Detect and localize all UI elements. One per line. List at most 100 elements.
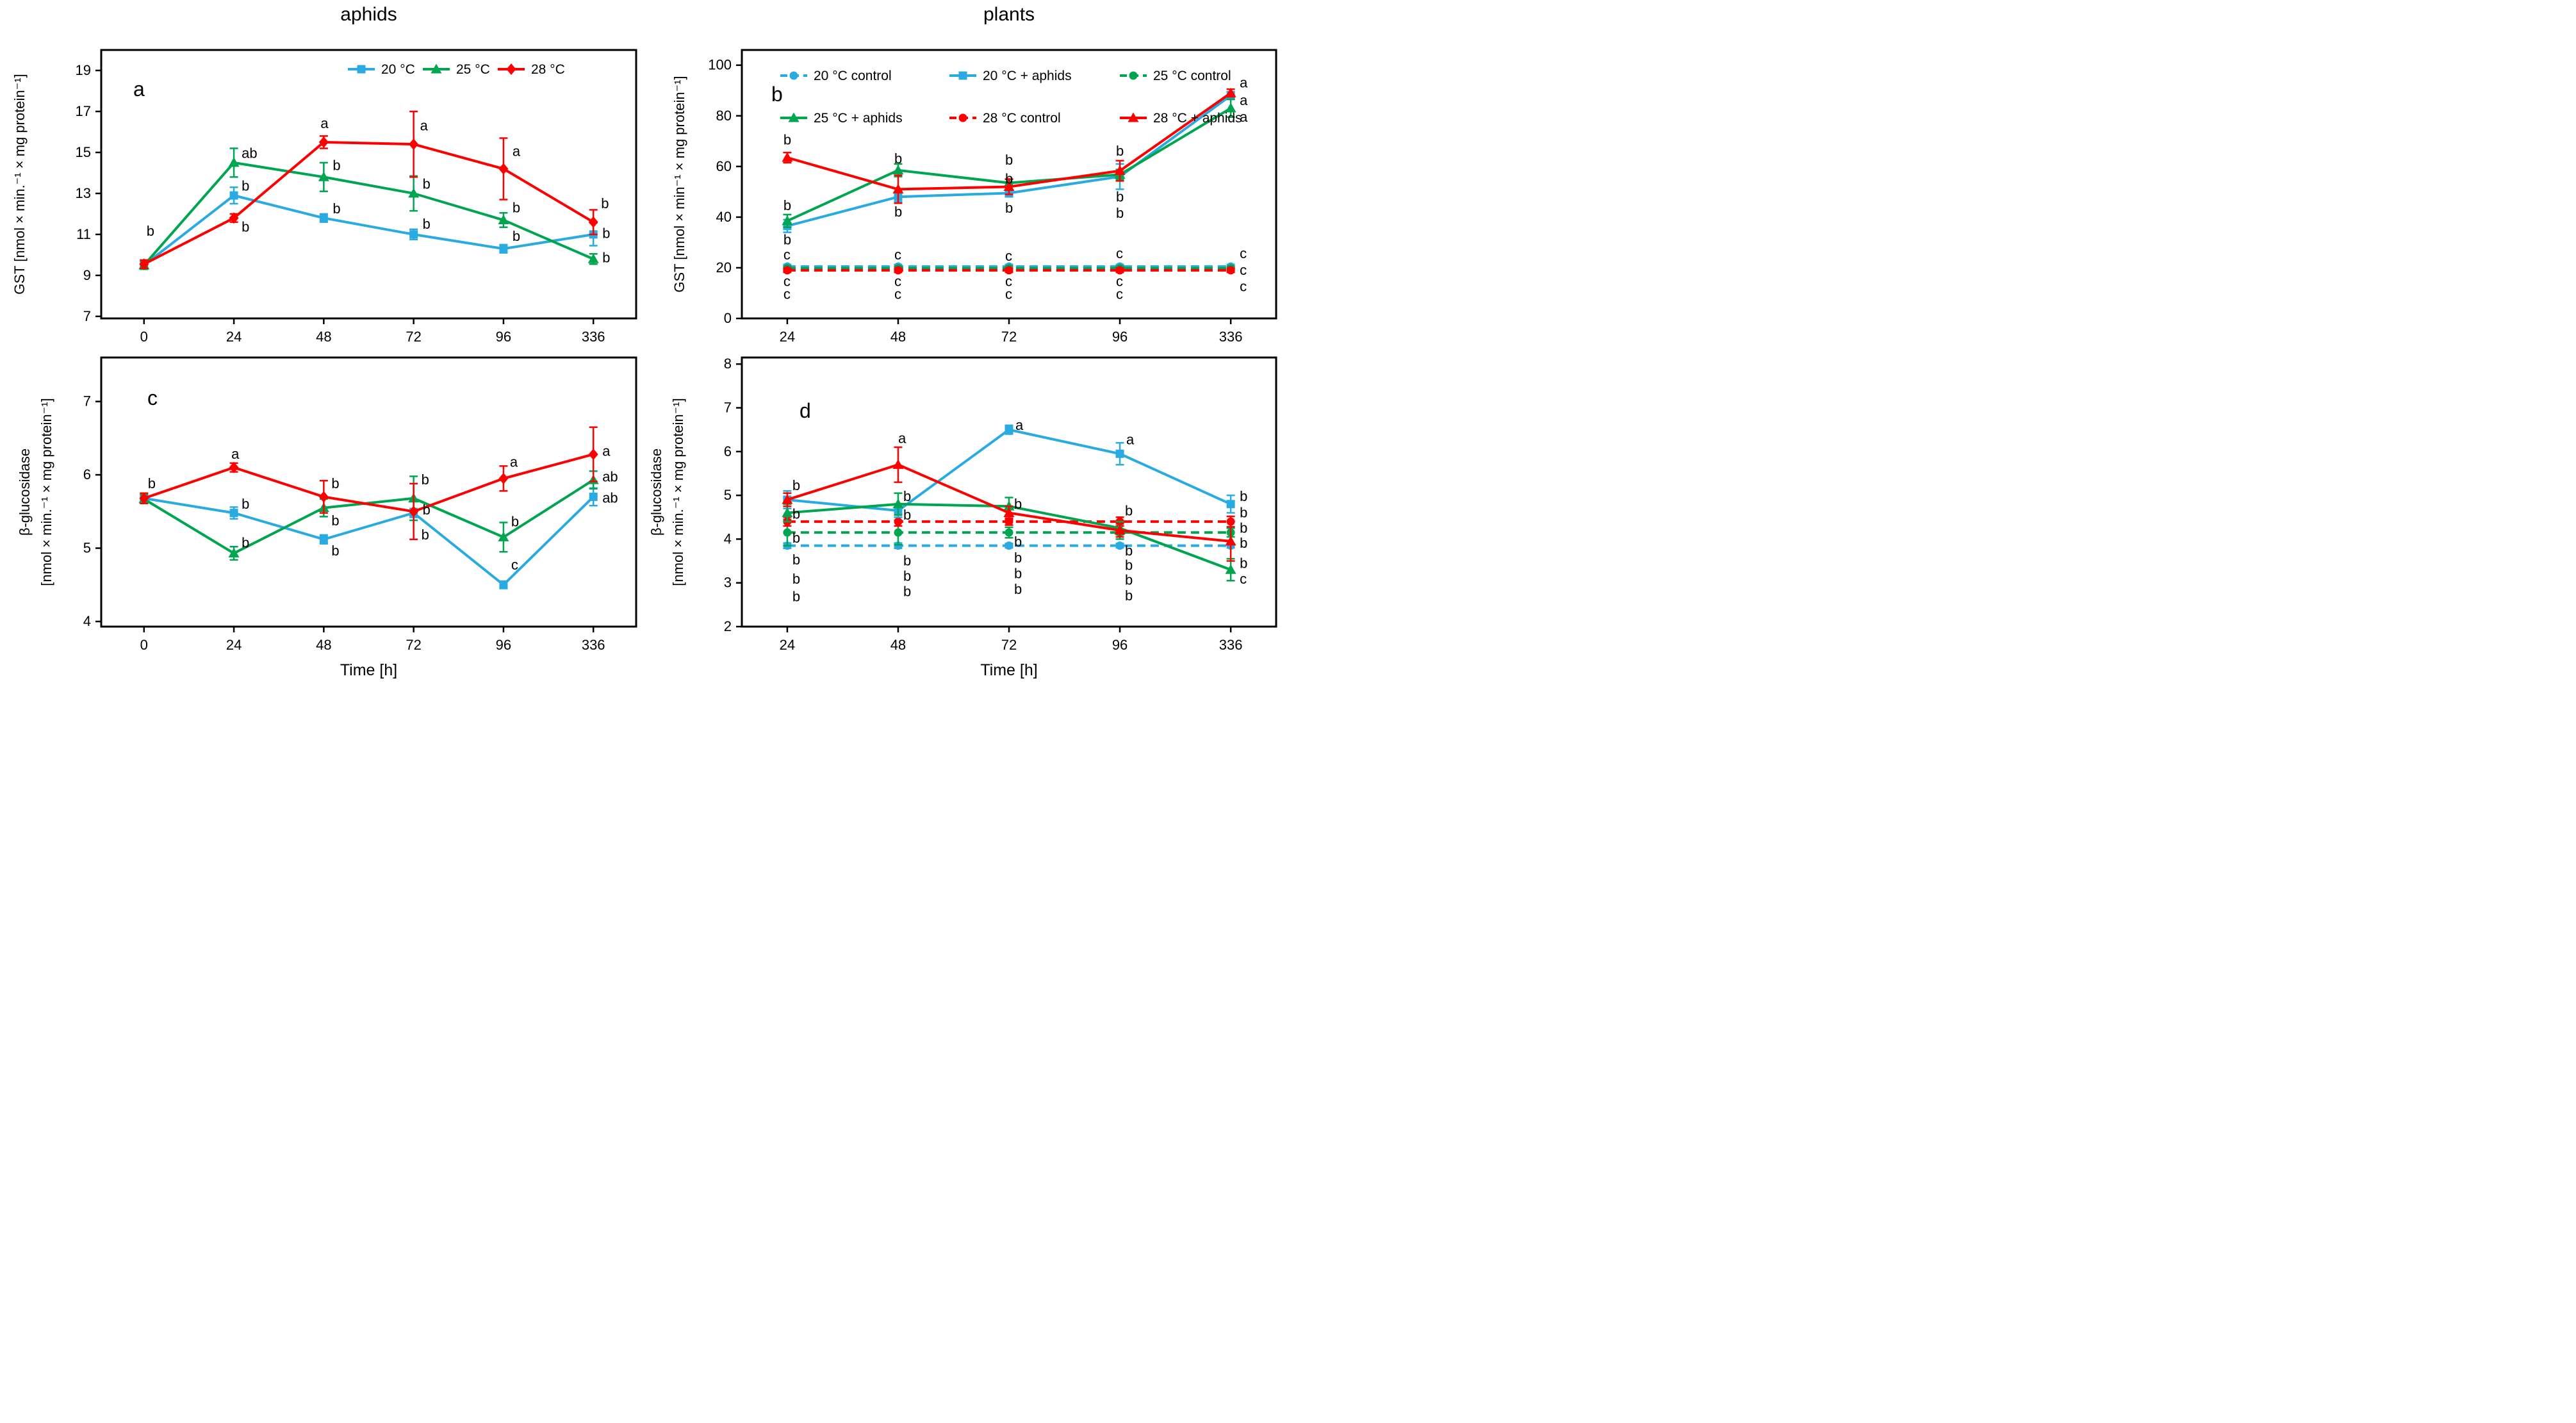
significance-letter: b	[903, 507, 911, 523]
significance-letter: b	[792, 552, 800, 568]
significance-letter: b	[147, 223, 154, 239]
significance-letter: b	[242, 219, 249, 235]
x-tick-label: 336	[582, 329, 605, 345]
y-tick-label: 40	[716, 209, 732, 225]
y-tick-label: 4	[83, 613, 91, 629]
x-tick-label: 96	[1112, 637, 1128, 653]
significance-letter: b	[1005, 152, 1013, 168]
significance-letter: b	[783, 231, 791, 247]
significance-letter: b	[1240, 504, 1247, 520]
significance-letter: b	[331, 543, 339, 559]
significance-letter: b	[1125, 557, 1133, 573]
series-line	[144, 453, 594, 513]
y-axis-label: GST [nmol × min.⁻¹ × mg protein⁻¹]	[12, 74, 28, 294]
significance-letter: b	[422, 472, 429, 488]
significance-letter: c	[1240, 262, 1247, 278]
y-tick-label: 20	[716, 259, 732, 276]
significance-letter: b	[513, 199, 520, 215]
significance-letter: c	[783, 274, 791, 290]
significance-letter: a	[510, 454, 518, 470]
y-tick-label: 11	[76, 226, 91, 242]
y-tick-label: 3	[724, 575, 732, 591]
panel-letter-a: a	[133, 78, 145, 101]
y-tick-label: 15	[76, 144, 91, 160]
significance-letter: b	[1005, 171, 1013, 187]
x-tick-label: 48	[890, 637, 906, 653]
significance-letter: b	[1125, 588, 1133, 604]
svg-text:28 °C + aphids: 28 °C + aphids	[1153, 111, 1242, 126]
y-tick-label: 5	[83, 540, 91, 556]
significance-letter: b	[148, 475, 156, 491]
x-tick-label: 0	[140, 329, 148, 345]
significance-letter: c	[894, 286, 901, 302]
significance-letter: b	[783, 131, 791, 147]
significance-letter: b	[422, 527, 429, 543]
significance-letter: c	[1005, 274, 1012, 290]
y-axis-label: [nmol × min.⁻¹ × mg protein⁻¹]	[38, 398, 54, 586]
y-tick-label: 19	[76, 62, 91, 78]
y-tick-label: 100	[708, 57, 732, 73]
x-tick-label: 24	[780, 329, 795, 345]
svg-text:28 °C control: 28 °C control	[983, 111, 1061, 126]
significance-letter: b	[903, 488, 911, 504]
significance-letter: b	[792, 530, 800, 546]
significance-letter: b	[1014, 581, 1022, 597]
y-tick-label: 2	[724, 618, 732, 634]
significance-letter: b	[513, 228, 520, 244]
significance-letter: a	[320, 115, 329, 131]
significance-letter: b	[894, 151, 902, 167]
significance-letter: c	[511, 557, 518, 573]
y-axis-label: GST [nmol × min⁻¹ × mg protein⁻¹]	[671, 76, 687, 292]
x-tick-label: 72	[406, 637, 421, 653]
column-title-aphids: aphids	[340, 4, 397, 25]
significance-letter: c	[1240, 245, 1247, 261]
y-tick-label: 4	[724, 531, 732, 547]
panel-c: 4 5 6 7 0 24 48 72 96 336 β-glucosidase [nmol × min…	[17, 356, 637, 653]
significance-letter: b	[511, 513, 519, 529]
significance-letter: a	[1240, 109, 1248, 125]
x-tick-label: 72	[1001, 637, 1017, 653]
y-axis-label: β-glucosidase	[648, 448, 664, 536]
significance-letter: b	[331, 513, 339, 529]
significance-letter: b	[242, 535, 249, 551]
significance-letter: c	[1240, 279, 1247, 295]
significance-letter: b	[1240, 488, 1247, 504]
y-tick-label: 60	[716, 158, 732, 174]
y-tick-label: 6	[724, 443, 732, 459]
legend-b: 20 °C control 20 °C + aphids 25 °C control…	[780, 69, 1242, 126]
significance-letter: b	[602, 250, 610, 266]
significance-letter: a	[1240, 74, 1248, 90]
x-tick-label: 72	[406, 329, 421, 345]
x-tick-label: 24	[226, 637, 242, 653]
significance-letter: b	[1005, 200, 1013, 216]
svg-text:25 °C: 25 °C	[456, 62, 490, 77]
x-tick-label: 96	[496, 637, 511, 653]
panel-d: 2 3 4 5 6 7 8 24 48 72 96 336 β-glucosidase [nmol × m…	[648, 356, 1277, 653]
significance-letter: b	[792, 506, 800, 522]
significance-letter: b	[783, 197, 791, 213]
significance-letter: b	[903, 568, 911, 584]
y-axis-label: [nmol × min.⁻¹ × mg protein⁻¹]	[670, 398, 686, 586]
panel-letter-d: d	[800, 399, 811, 422]
x-tick-label: 24	[780, 637, 795, 653]
significance-letter: b	[792, 589, 800, 605]
significance-letter: b	[1125, 503, 1133, 519]
y-tick-label: 9	[83, 267, 91, 283]
xlabel-left: Time [h]	[340, 661, 398, 679]
significance-letter: b	[1240, 520, 1247, 536]
svg-text:28 °C: 28 °C	[531, 62, 565, 77]
significance-letter: c	[783, 286, 791, 302]
legend-a: 20 °C 25 °C 28 °C	[348, 62, 565, 77]
y-tick-label: 13	[76, 185, 91, 201]
significance-letter: b	[242, 496, 249, 512]
y-tick-label: 0	[724, 310, 732, 326]
significance-letter: a	[1126, 431, 1135, 447]
significance-letter: b	[903, 583, 911, 599]
significance-letter: c	[1005, 248, 1012, 264]
svg-text:20 °C: 20 °C	[381, 62, 415, 77]
significance-letter: b	[894, 204, 902, 220]
significance-letter: a	[420, 117, 429, 133]
series-line	[143, 479, 595, 555]
significance-letter: b	[332, 158, 340, 174]
